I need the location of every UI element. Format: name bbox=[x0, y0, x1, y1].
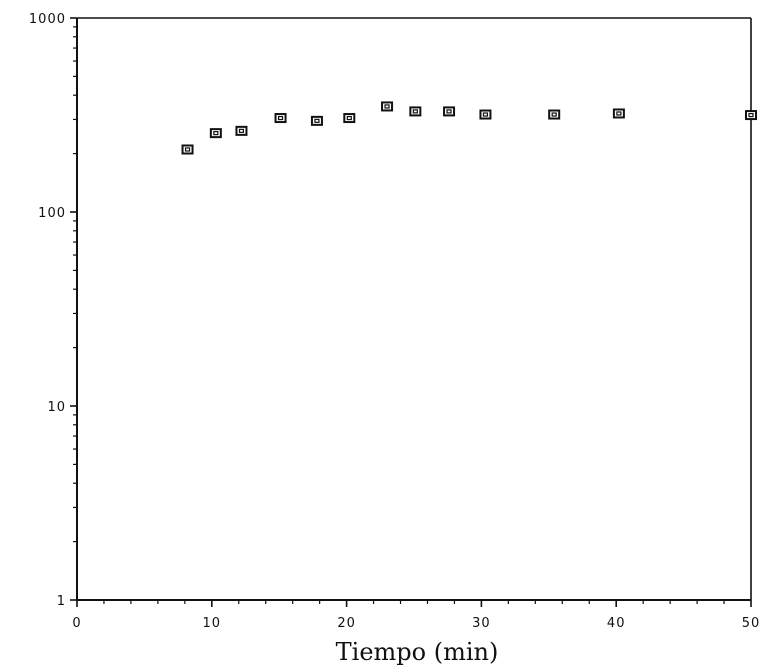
y-tick-label: 100 bbox=[38, 206, 66, 221]
x-tick-label: 30 bbox=[472, 616, 491, 631]
data-point bbox=[443, 106, 456, 117]
data-point-marker-center bbox=[238, 128, 245, 133]
data-point bbox=[343, 113, 356, 124]
data-point-marker-center bbox=[346, 115, 352, 121]
data-point bbox=[479, 109, 492, 120]
data-point-marker bbox=[274, 113, 287, 124]
data-point-marker bbox=[209, 128, 222, 139]
y-tick-label: 10 bbox=[47, 400, 66, 415]
data-point bbox=[612, 108, 625, 119]
data-point-marker-center bbox=[213, 131, 219, 136]
data-point-marker-center bbox=[446, 109, 452, 114]
data-point-marker bbox=[181, 144, 194, 155]
ticks-layer bbox=[70, 17, 752, 607]
data-point-marker-center bbox=[384, 104, 390, 109]
plot-area bbox=[76, 17, 752, 601]
x-tick-label: 20 bbox=[337, 616, 356, 631]
x-tick-label: 0 bbox=[72, 616, 81, 631]
data-point bbox=[745, 110, 757, 121]
data-point-marker bbox=[745, 110, 757, 121]
data-point-marker-center bbox=[551, 112, 557, 117]
data-point bbox=[235, 125, 248, 136]
data-point-marker-center bbox=[412, 109, 418, 114]
data-point bbox=[209, 128, 222, 139]
data-point-marker bbox=[443, 106, 456, 117]
x-tick-label: 10 bbox=[203, 616, 222, 631]
data-point bbox=[310, 115, 323, 126]
data-point-marker bbox=[548, 109, 561, 120]
x-axis-title: Tiempo (min) bbox=[336, 638, 499, 666]
data-point-marker-center bbox=[314, 118, 320, 123]
tick-labels-layer: 0 10 20 30 40 50 1 10 100 1000 bbox=[29, 12, 761, 631]
x-tick-label: 40 bbox=[607, 616, 626, 631]
data-point-marker bbox=[310, 115, 323, 126]
data-point-marker-center bbox=[277, 115, 284, 121]
data-points-layer bbox=[181, 101, 757, 155]
data-point-marker-center bbox=[184, 147, 191, 152]
y-tick-label: 1 bbox=[57, 594, 66, 609]
data-point-marker bbox=[612, 108, 625, 119]
x-tick-label: 50 bbox=[742, 616, 761, 631]
data-point bbox=[409, 106, 422, 117]
data-point bbox=[181, 144, 194, 155]
data-point-marker bbox=[381, 101, 394, 112]
data-point bbox=[381, 101, 394, 112]
data-point-marker bbox=[235, 125, 248, 136]
y-tick-label: 1000 bbox=[29, 12, 66, 27]
data-point-marker-center bbox=[616, 111, 622, 116]
data-point-marker bbox=[343, 113, 356, 124]
data-point-marker bbox=[409, 106, 422, 117]
data-point-marker-center bbox=[748, 112, 754, 118]
data-point-marker bbox=[479, 109, 492, 120]
data-point bbox=[548, 109, 561, 120]
data-point bbox=[274, 113, 287, 124]
data-point-marker-center bbox=[482, 112, 489, 117]
